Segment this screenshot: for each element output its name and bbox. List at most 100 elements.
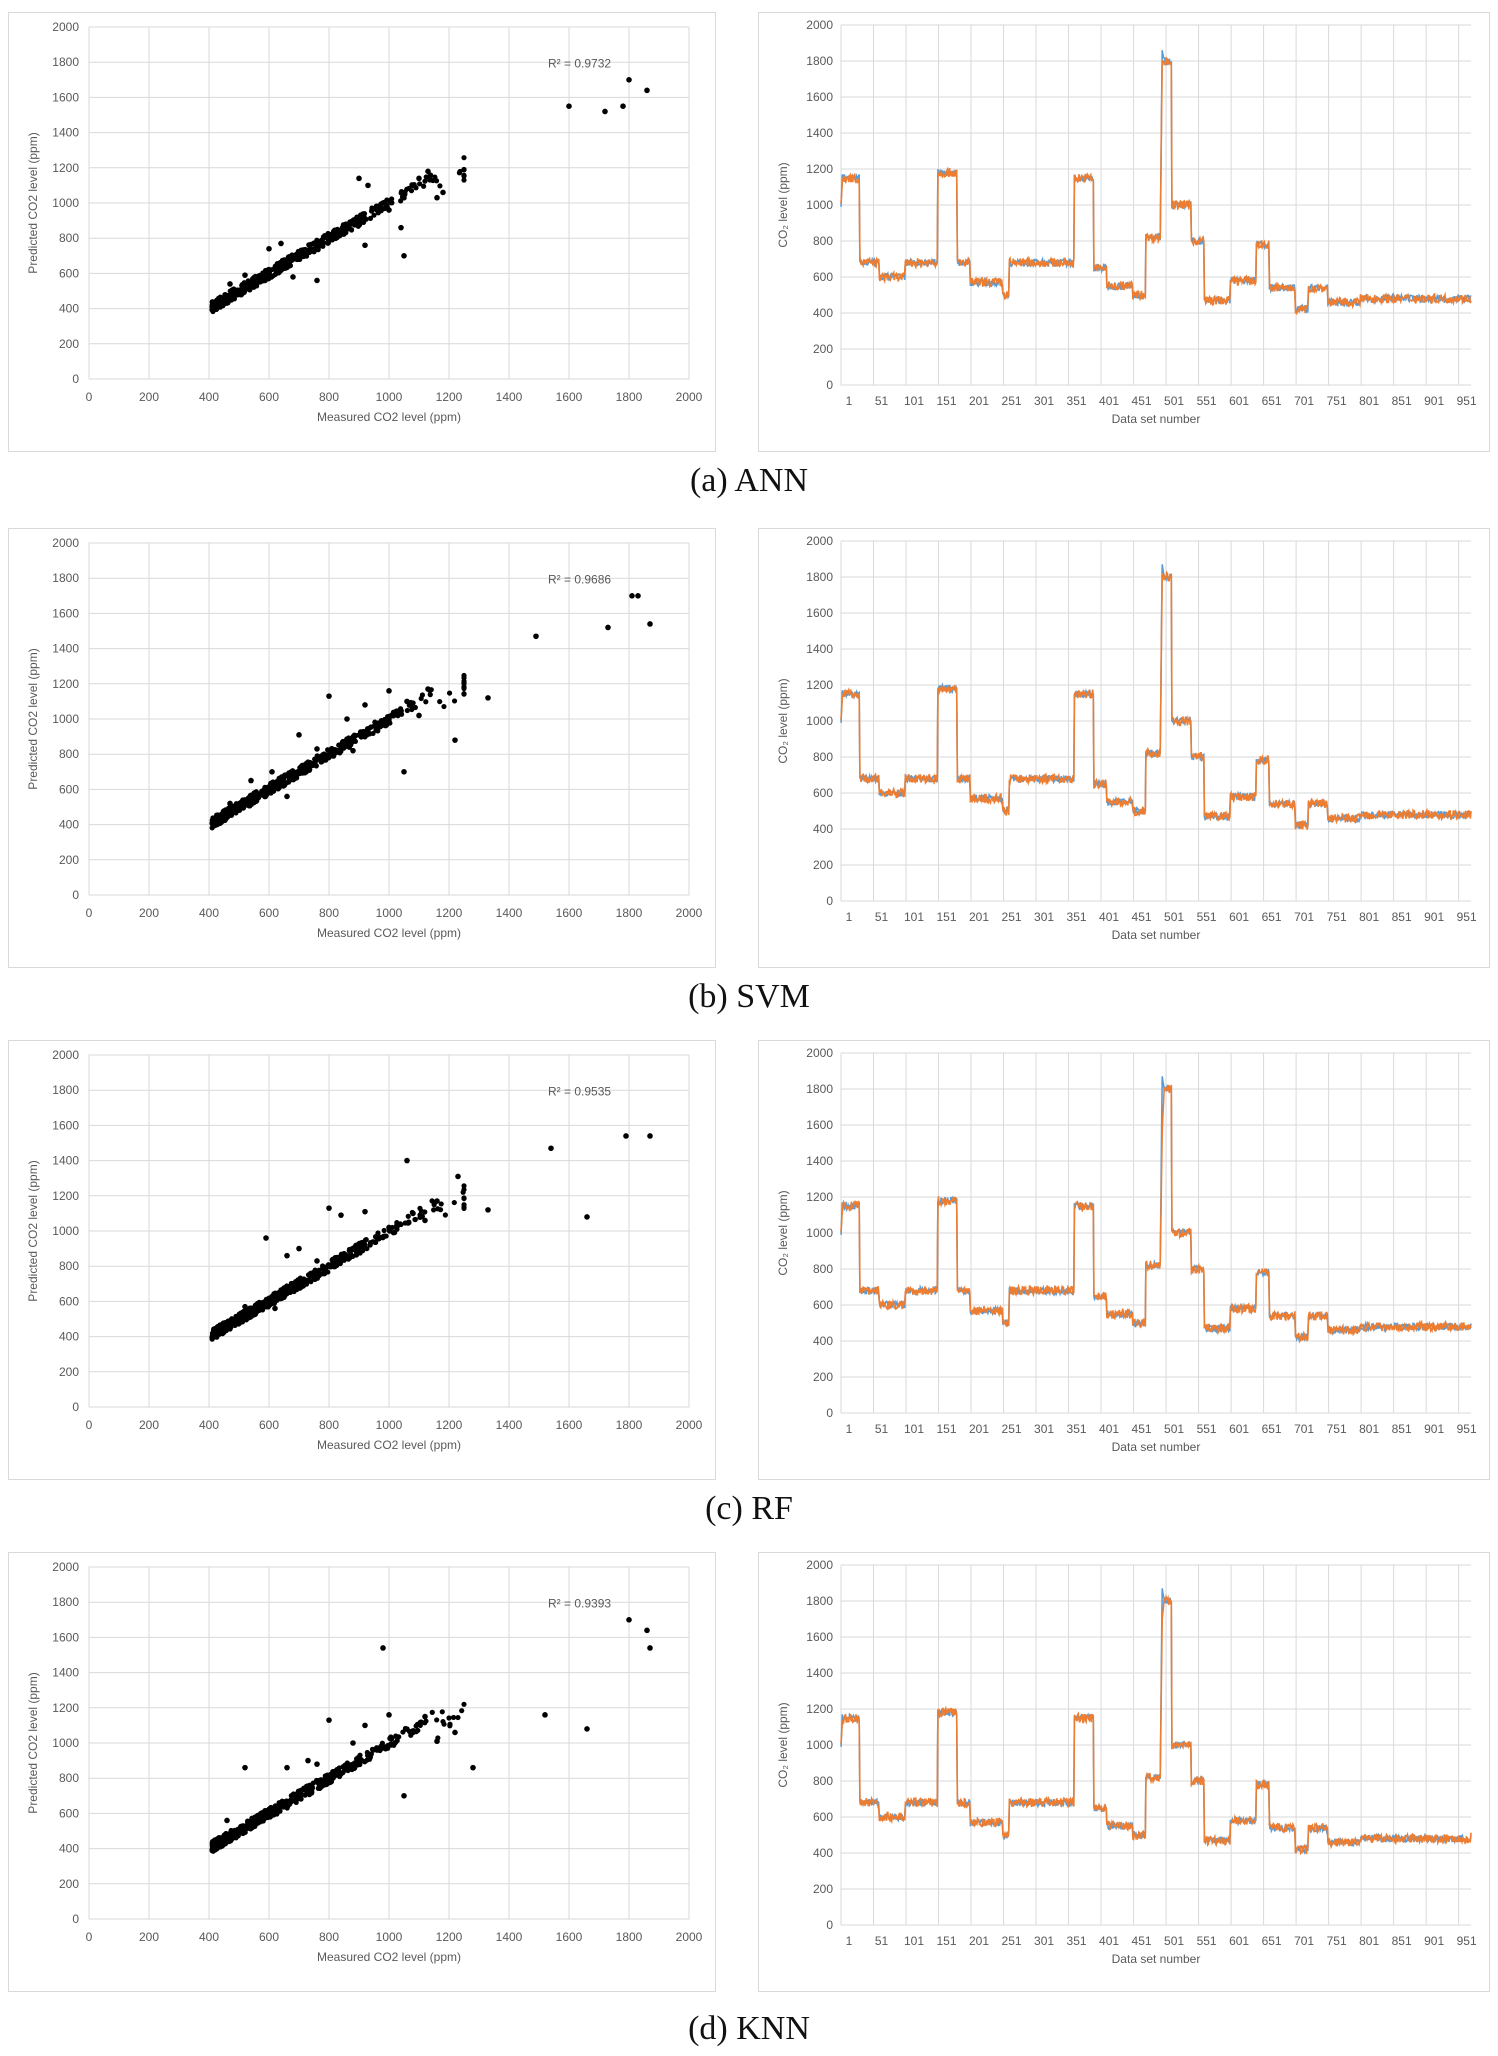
scatter-point	[242, 1823, 248, 1829]
x-tick-label: 601	[1229, 1934, 1249, 1948]
scatter-point	[379, 1740, 385, 1746]
y-tick-label: 1800	[52, 1595, 79, 1609]
subfigure-caption: (d) KNN	[688, 2010, 810, 2047]
y-axis-label: CO₂ level (ppm)	[776, 1702, 790, 1787]
scatter-point	[456, 170, 463, 176]
scatter-point	[372, 1239, 378, 1246]
scatter-point	[386, 1712, 392, 1718]
y-tick-label: 1800	[52, 55, 79, 69]
scatter-point	[223, 811, 229, 818]
x-tick-label: 1800	[616, 1418, 643, 1432]
y-tick-label: 400	[813, 822, 833, 836]
scatter-point	[360, 219, 367, 226]
y-axis-label: Predicted CO2 level (ppm)	[26, 648, 40, 789]
x-tick-label: 1200	[436, 1418, 463, 1432]
scatter-point	[335, 1259, 341, 1266]
y-tick-label: 1400	[806, 1154, 833, 1168]
y-tick-label: 1200	[806, 1702, 833, 1716]
line-panel: 0 200 400 600 800 1000 1200 1400 1600 1800 2000 1 51…	[758, 528, 1490, 968]
scatter-point	[374, 1747, 380, 1753]
r-squared-label: R² = 0.9686	[548, 572, 611, 586]
scatter-point	[409, 706, 415, 713]
scatter-point	[263, 268, 269, 274]
scatter-point	[354, 1244, 360, 1250]
scatter-point	[437, 183, 443, 189]
scatter-point	[248, 796, 254, 802]
scatter-point	[307, 1276, 313, 1282]
scatter-point	[240, 1309, 246, 1315]
scatter-point	[459, 1708, 465, 1714]
scatter-point	[321, 751, 327, 757]
scatter-point	[431, 1207, 437, 1213]
y-tick-label: 2000	[52, 1560, 79, 1574]
scatter-point	[304, 760, 310, 766]
scatter-point	[260, 1817, 266, 1824]
scatter-point	[418, 695, 424, 702]
x-axis-label: Measured CO2 level (ppm)	[317, 1950, 461, 1964]
scatter-point	[429, 1709, 435, 1715]
scatter-point	[343, 1252, 349, 1258]
scatter-point	[348, 227, 355, 233]
x-axis-label: Measured CO2 level (ppm)	[317, 1438, 461, 1452]
scatter-point	[322, 233, 328, 239]
x-axis-label: Measured CO2 level (ppm)	[317, 410, 461, 424]
scatter-point	[434, 1198, 440, 1204]
y-tick-label: 200	[813, 1882, 833, 1896]
x-tick-label: 600	[259, 906, 279, 920]
scatter-point	[647, 621, 653, 627]
x-tick-label: 51	[875, 1934, 889, 1948]
y-tick-label: 600	[59, 1806, 79, 1820]
scatter-point	[533, 633, 539, 640]
x-tick-label: 701	[1294, 1934, 1314, 1948]
r-squared-label: R² = 0.9732	[548, 56, 611, 70]
x-tick-label: 951	[1457, 1422, 1477, 1436]
scatter-point	[388, 712, 394, 719]
x-tick-label: 51	[875, 1422, 889, 1436]
y-tick-label: 1800	[52, 571, 79, 585]
y-tick-label: 200	[813, 342, 833, 356]
x-tick-label: 851	[1392, 1422, 1412, 1436]
x-tick-label: 651	[1262, 394, 1282, 408]
y-tick-label: 2000	[52, 20, 79, 34]
scatter-point	[272, 1803, 279, 1809]
scatter-point	[427, 691, 433, 698]
x-tick-label: 1400	[496, 906, 523, 920]
scatter-point	[223, 1324, 229, 1330]
y-tick-label: 1800	[52, 1083, 79, 1097]
scatter-point	[416, 175, 422, 182]
y-tick-label: 400	[813, 1846, 833, 1860]
y-axis-label: Predicted CO2 level (ppm)	[26, 1672, 40, 1813]
scatter-point	[422, 1209, 428, 1215]
scatter-point	[228, 1834, 235, 1840]
x-tick-label: 351	[1067, 910, 1087, 924]
scatter-point	[374, 207, 380, 213]
scatter-point	[303, 769, 309, 775]
scatter-point	[390, 1229, 397, 1236]
scatter-point	[378, 717, 384, 724]
scatter-point	[360, 1244, 366, 1250]
scatter-point	[397, 709, 403, 715]
y-tick-label: 0	[826, 1406, 833, 1420]
y-tick-label: 1000	[52, 712, 79, 726]
y-axis-label: CO₂ level (ppm)	[776, 162, 790, 247]
scatter-point	[295, 248, 301, 255]
x-tick-label: 2000	[676, 390, 703, 404]
scatter-point	[266, 276, 272, 282]
x-tick-label: 701	[1294, 910, 1314, 924]
predicted-series-line	[840, 570, 1472, 830]
scatter-point	[290, 274, 296, 280]
scatter-point	[277, 259, 283, 266]
y-tick-label: 0	[72, 888, 79, 902]
x-tick-label: 451	[1132, 1934, 1152, 1948]
scatter-point	[382, 205, 388, 212]
scatter-point	[231, 289, 237, 295]
scatter-point	[272, 1305, 278, 1312]
y-tick-label: 800	[59, 747, 79, 761]
scatter-point	[461, 679, 467, 685]
scatter-point	[210, 1840, 216, 1847]
scatter-point	[213, 817, 219, 823]
scatter-point	[325, 1269, 331, 1275]
scatter-point	[354, 214, 360, 220]
scatter-point	[326, 693, 332, 699]
scatter-point	[346, 735, 352, 741]
